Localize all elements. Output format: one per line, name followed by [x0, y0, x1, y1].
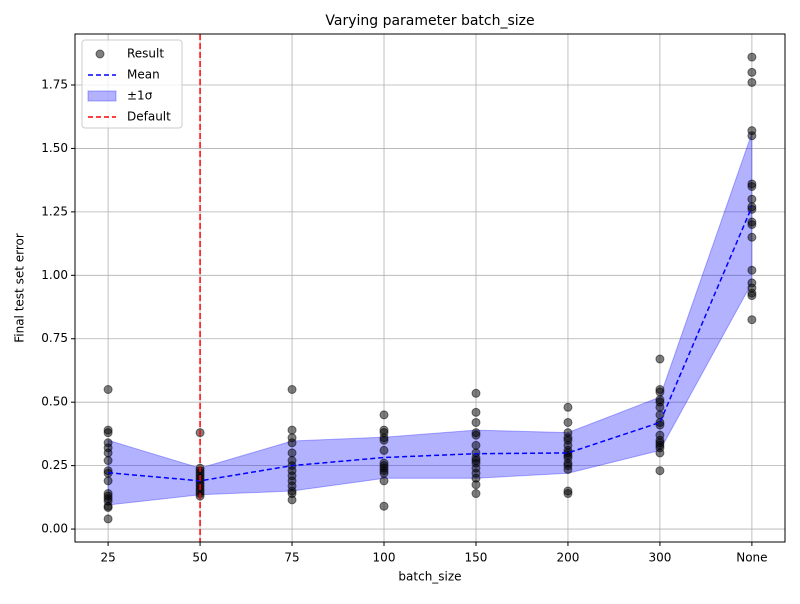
- result-point: [379, 410, 389, 420]
- result-point: [563, 417, 573, 427]
- result-point: [655, 420, 665, 430]
- result-point: [103, 476, 113, 486]
- result-point: [103, 428, 113, 438]
- y-tick-label: 0.50: [41, 395, 68, 409]
- result-point: [747, 315, 757, 325]
- y-axis-label: Final test set error: [13, 233, 27, 343]
- result-point: [471, 430, 481, 440]
- result-point: [471, 489, 481, 499]
- result-point: [747, 220, 757, 230]
- result-point: [747, 194, 757, 204]
- result-point: [103, 384, 113, 394]
- result-point: [655, 354, 665, 364]
- result-point: [747, 182, 757, 192]
- x-tick-label: 150: [465, 551, 488, 565]
- legend-marker: [87, 90, 117, 102]
- result-point: [471, 440, 481, 450]
- result-point: [103, 514, 113, 524]
- result-point: [103, 456, 113, 466]
- result-point: [471, 480, 481, 490]
- result-point: [103, 448, 113, 458]
- chart-title: Varying parameter batch_size: [325, 13, 534, 29]
- x-tick-label: 25: [100, 551, 115, 565]
- result-point: [471, 407, 481, 417]
- x-axis-label: batch_size: [398, 570, 461, 584]
- result-point: [471, 388, 481, 398]
- result-point: [747, 131, 757, 141]
- x-tick-label: 50: [192, 551, 207, 565]
- result-point: [655, 448, 665, 458]
- legend-label: ±1σ: [127, 89, 153, 103]
- result-point: [655, 387, 665, 397]
- result-point: [379, 435, 389, 445]
- x-tick-label: 300: [648, 551, 671, 565]
- result-point: [747, 291, 757, 301]
- result-point: [471, 417, 481, 427]
- result-point: [563, 402, 573, 412]
- result-point: [379, 476, 389, 486]
- x-tick-label: 100: [373, 551, 396, 565]
- y-tick-label: 0.75: [41, 331, 68, 345]
- y-tick-label: 1.25: [41, 204, 68, 218]
- result-point: [563, 489, 573, 499]
- result-point: [379, 468, 389, 478]
- legend-label: Default: [127, 110, 171, 124]
- legend-marker: [95, 49, 105, 59]
- mean-line: [108, 206, 753, 482]
- legend-label: Mean: [127, 68, 160, 82]
- x-tick-label: 200: [557, 551, 580, 565]
- result-point: [287, 384, 297, 394]
- result-point: [379, 445, 389, 455]
- x-tick-label: None: [736, 551, 767, 565]
- plot-frame: [74, 33, 786, 543]
- y-tick-label: 1.00: [41, 268, 68, 282]
- result-point: [563, 464, 573, 474]
- result-point: [747, 232, 757, 242]
- legend-label: Result: [127, 47, 164, 61]
- result-point: [287, 495, 297, 505]
- result-point: [287, 448, 297, 458]
- x-tick-label: 75: [284, 551, 299, 565]
- result-point: [287, 425, 297, 435]
- result-point: [747, 265, 757, 275]
- result-point: [287, 438, 297, 448]
- result-point: [747, 52, 757, 62]
- result-point: [747, 67, 757, 77]
- y-tick-label: 0.25: [41, 458, 68, 472]
- y-tick-label: 0.00: [41, 522, 68, 536]
- result-point: [103, 502, 113, 512]
- result-point: [655, 402, 665, 412]
- sigma-band: [107, 133, 753, 506]
- result-point: [379, 501, 389, 511]
- y-tick-label: 1.50: [41, 141, 68, 155]
- legend-box: [81, 39, 183, 129]
- result-point: [655, 466, 665, 476]
- result-point: [747, 77, 757, 87]
- y-tick-label: 1.75: [41, 78, 68, 92]
